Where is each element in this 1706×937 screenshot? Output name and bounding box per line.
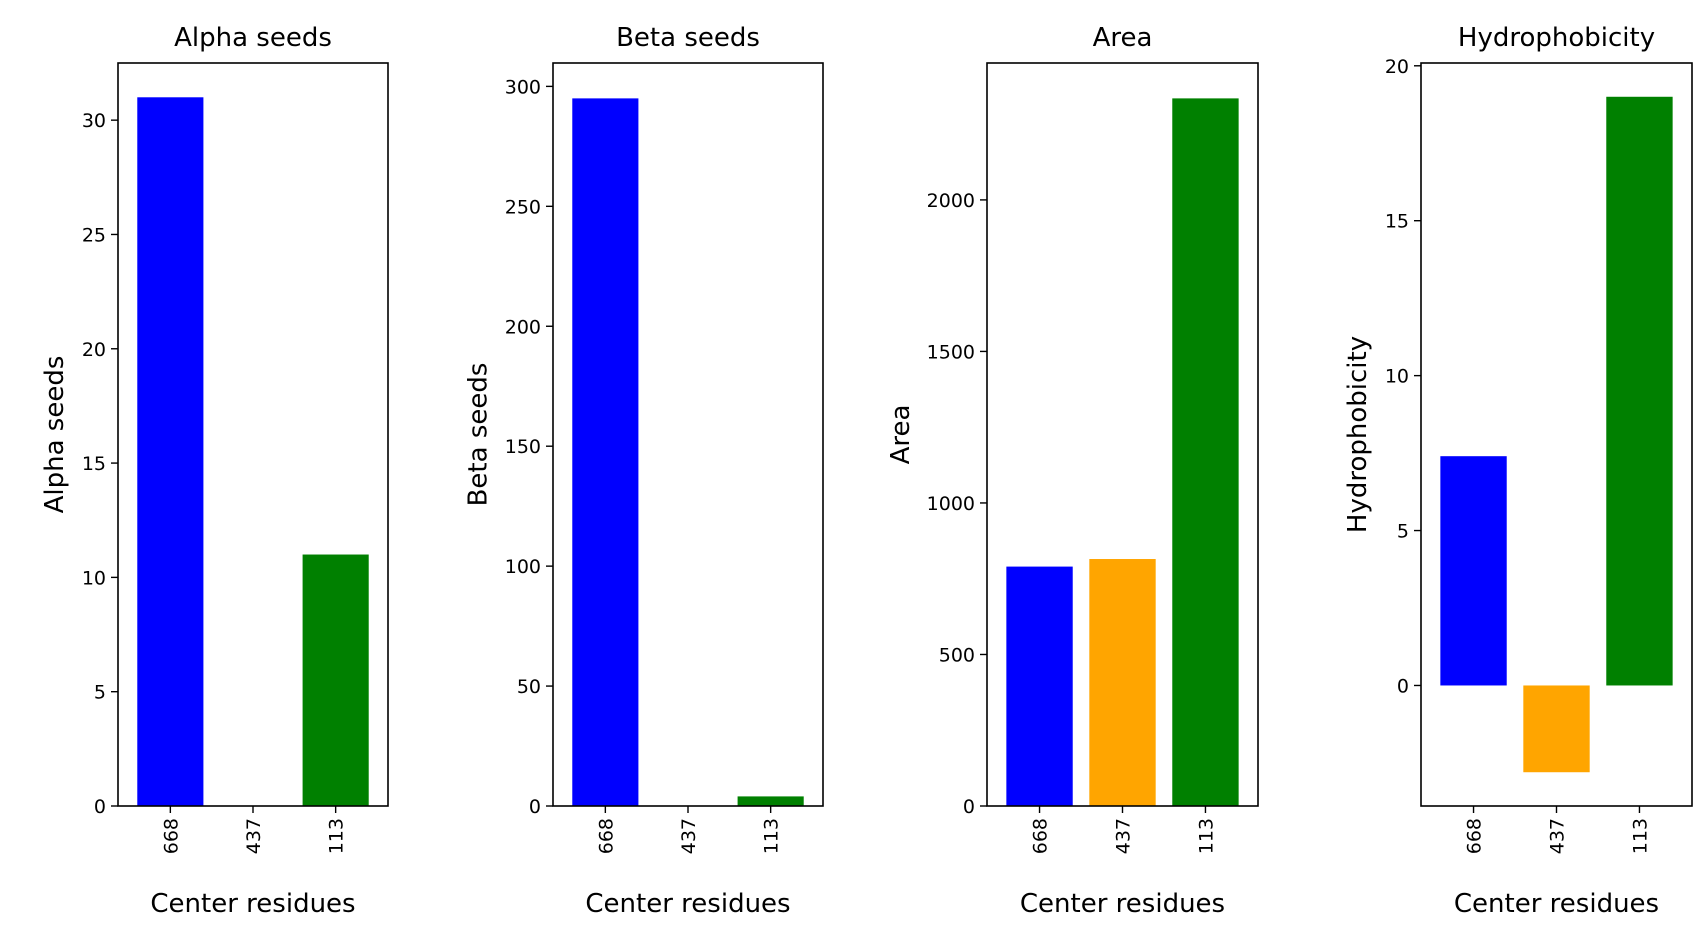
chart-4-x-tick-label-113: 113 bbox=[1629, 818, 1651, 854]
chart-4-y-tick-label: 0 bbox=[1397, 675, 1409, 697]
chart-4-y-tick-label: 20 bbox=[1385, 56, 1409, 78]
chart-2-y-tick-label: 250 bbox=[505, 196, 541, 218]
chart-2-y-tick-label: 150 bbox=[505, 436, 541, 458]
chart-2-bar-668 bbox=[572, 98, 639, 806]
chart-2-y-tick-label: 300 bbox=[505, 76, 541, 98]
chart-2-y-tick-label: 100 bbox=[505, 556, 541, 578]
chart-1-bar-668 bbox=[137, 97, 204, 807]
chart-1-y-tick-label: 15 bbox=[82, 453, 106, 475]
chart-4-y-tick-label: 5 bbox=[1397, 521, 1409, 543]
chart-2-beta-seeds-panel: 0 50 100 150 200 250 300 668 437 113 Beta seeds Cen… bbox=[464, 23, 824, 919]
chart-4-x-tick-label-437: 437 bbox=[1547, 818, 1569, 854]
chart-4-y-tick-label: 15 bbox=[1385, 211, 1409, 233]
chart-1-y-tick-label: 25 bbox=[82, 224, 106, 246]
chart-4-bar-437 bbox=[1523, 685, 1590, 773]
chart-1-title: Alpha seeds bbox=[174, 23, 332, 53]
chart-4-x-axis-label: Center residues bbox=[1454, 889, 1659, 919]
chart-1-y-tick-label: 30 bbox=[82, 110, 106, 132]
chart-1-y-tick-label: 20 bbox=[82, 339, 106, 361]
chart-3-y-tick-label: 1000 bbox=[927, 493, 975, 515]
chart-1-x-tick-label-668: 668 bbox=[160, 818, 182, 854]
chart-2-x-tick-label-437: 437 bbox=[678, 818, 700, 854]
chart-3-y-tick-label: 500 bbox=[939, 644, 975, 666]
chart-1-y-tick-label: 5 bbox=[94, 682, 106, 704]
chart-2-x-axis-label: Center residues bbox=[585, 889, 790, 919]
chart-3-y-tick-label: 1500 bbox=[927, 341, 975, 363]
chart-2-y-tick-label: 200 bbox=[505, 316, 541, 338]
chart-1-alpha-seeds-panel: 0 5 10 15 20 25 30 668 437 113 Alpha seeds Center r… bbox=[40, 23, 389, 919]
chart-2-bar-113 bbox=[737, 796, 804, 806]
chart-3-x-tick-label-437: 437 bbox=[1113, 818, 1135, 854]
chart-2-title: Beta seeds bbox=[616, 23, 760, 53]
chart-3-bar-668 bbox=[1006, 566, 1073, 806]
chart-3-x-tick-label-113: 113 bbox=[1195, 818, 1217, 854]
chart-4-y-tick-label: 10 bbox=[1385, 366, 1409, 388]
chart-2-x-tick-label-668: 668 bbox=[595, 818, 617, 854]
chart-4-title: Hydrophobicity bbox=[1458, 23, 1655, 53]
chart-3-y-axis-label: Area bbox=[886, 405, 916, 465]
chart-3-x-tick-label-668: 668 bbox=[1030, 818, 1052, 854]
chart-4-bar-113 bbox=[1606, 96, 1673, 686]
chart-2-y-tick-label: 0 bbox=[529, 796, 541, 818]
chart-1-y-axis-label: Alpha seeds bbox=[40, 356, 70, 514]
chart-3-area-panel: 0 500 1000 1500 2000 668 437 113 Area Center resi… bbox=[886, 23, 1259, 919]
chart-1-x-tick-label-437: 437 bbox=[243, 818, 265, 854]
chart-2-x-tick-label-113: 113 bbox=[761, 818, 783, 854]
chart-3-y-tick-label: 0 bbox=[963, 796, 975, 818]
chart-3-bar-113 bbox=[1172, 98, 1239, 806]
chart-2-y-axis-label: Beta seeds bbox=[464, 363, 494, 507]
chart-4-y-axis-label: Hydrophobicity bbox=[1343, 336, 1373, 533]
chart-1-y-tick-label: 10 bbox=[82, 567, 106, 589]
chart-1-y-tick-label: 0 bbox=[94, 796, 106, 818]
chart-3-x-axis-label: Center residues bbox=[1020, 889, 1225, 919]
chart-4-x-tick-label-668: 668 bbox=[1464, 818, 1486, 854]
chart-2-y-tick-label: 50 bbox=[517, 676, 541, 698]
chart-4-bar-668 bbox=[1440, 456, 1507, 686]
chart-3-title: Area bbox=[1093, 23, 1153, 53]
chart-3-y-tick-label: 2000 bbox=[927, 190, 975, 212]
chart-3-bar-437 bbox=[1089, 559, 1156, 806]
chart-4-hydrophobicity-panel: 0 5 10 15 20 668 437 113 Hydrophobicity Center re… bbox=[1343, 23, 1693, 919]
chart-1-x-axis-label: Center residues bbox=[150, 889, 355, 919]
chart-1-bar-113 bbox=[302, 554, 369, 806]
chart-1-x-tick-label-113: 113 bbox=[326, 818, 348, 854]
